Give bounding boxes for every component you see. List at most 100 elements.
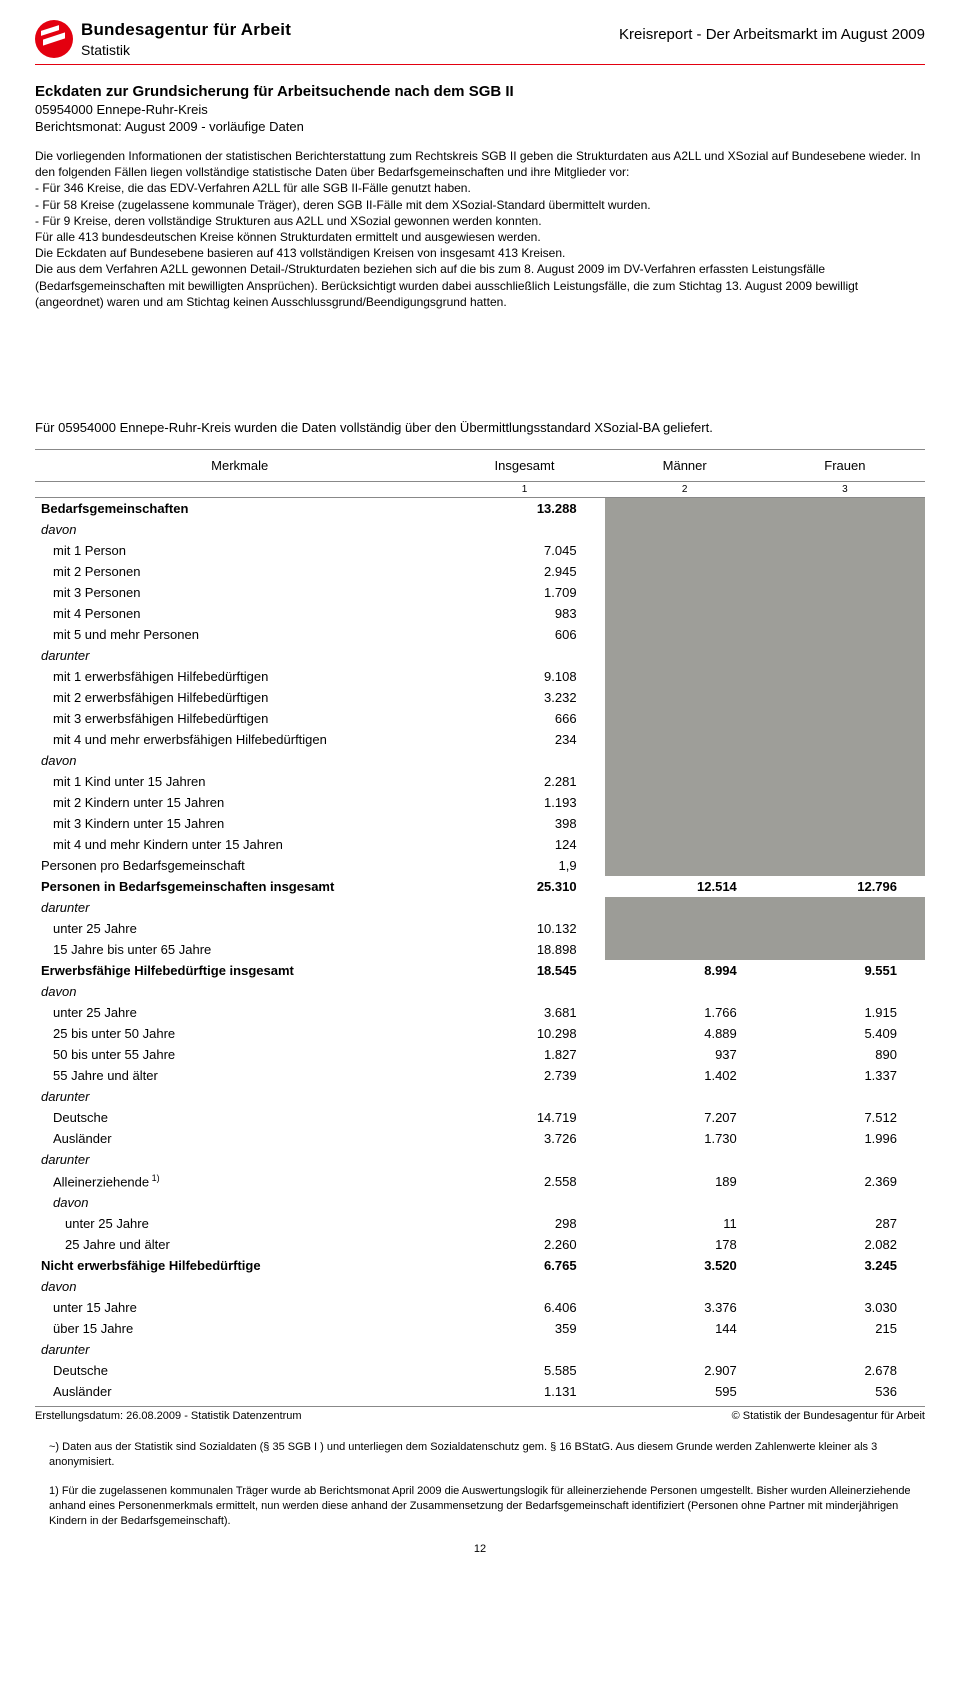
org-sub: Statistik [81,42,291,58]
report-title: Kreisreport - Der Arbeitsmarkt im August… [619,26,925,43]
val-frauen: 287 [765,1213,925,1234]
val-frauen: 1.915 [765,1002,925,1023]
row-label: unter 25 Jahre [35,918,444,939]
copyright: © Statistik der Bundesagentur für Arbeit [732,1410,925,1422]
val-frauen: 2.678 [765,1360,925,1381]
page-number: 12 [35,1542,925,1557]
th-insgesamt: Insgesamt [444,449,604,481]
val-insgesamt: 2.739 [444,1065,604,1086]
row-label: über 15 Jahre [35,1318,444,1339]
val-maenner [605,497,765,519]
val-maenner: 4.889 [605,1023,765,1044]
table-row: mit 2 Personen2.945 [35,561,925,582]
table-row: Ausländer3.7261.7301.996 [35,1128,925,1149]
val-insgesamt: 2.260 [444,1234,604,1255]
val-maenner [605,897,765,918]
table-row: darunter [35,1339,925,1360]
val-insgesamt [444,750,604,771]
row-label: Ausländer [35,1381,444,1402]
row-label: mit 2 Kindern unter 15 Jahren [35,792,444,813]
val-frauen [765,645,925,666]
val-frauen [765,561,925,582]
row-label: davon [35,981,444,1002]
row-label: Erwerbsfähige Hilfebedürftige insgesamt [35,960,444,981]
row-label: Deutsche [35,1107,444,1128]
val-insgesamt [444,1192,604,1213]
th-maenner: Männer [605,449,765,481]
table-row: unter 15 Jahre6.4063.3763.030 [35,1297,925,1318]
val-maenner [605,582,765,603]
row-label: Nicht erwerbsfähige Hilfebedürftige [35,1255,444,1276]
val-insgesamt: 1.709 [444,582,604,603]
val-frauen: 7.512 [765,1107,925,1128]
val-frauen: 215 [765,1318,925,1339]
table-row: über 15 Jahre359144215 [35,1318,925,1339]
val-maenner: 595 [605,1381,765,1402]
val-maenner [605,771,765,792]
section-month: Berichtsmonat: August 2009 - vorläufige … [35,119,925,134]
row-label: Alleinerziehende 1) [35,1170,444,1192]
val-frauen [765,813,925,834]
val-maenner [605,540,765,561]
val-insgesamt: 666 [444,708,604,729]
val-frauen [765,497,925,519]
val-maenner: 189 [605,1170,765,1192]
val-frauen: 2.082 [765,1234,925,1255]
val-maenner [605,519,765,540]
val-insgesamt: 398 [444,813,604,834]
val-maenner: 144 [605,1318,765,1339]
val-insgesamt: 2.281 [444,771,604,792]
row-label: mit 3 erwerbsfähigen Hilfebedürftigen [35,708,444,729]
val-maenner [605,918,765,939]
row-label: davon [35,519,444,540]
row-label: darunter [35,645,444,666]
row-label: unter 25 Jahre [35,1002,444,1023]
colnum-2: 2 [605,481,765,497]
val-frauen [765,582,925,603]
val-maenner [605,561,765,582]
val-frauen [765,1192,925,1213]
val-maenner: 12.514 [605,876,765,897]
table-row: unter 25 Jahre29811287 [35,1213,925,1234]
table-row: Nicht erwerbsfähige Hilfebedürftige6.765… [35,1255,925,1276]
val-maenner: 2.907 [605,1360,765,1381]
table-row: 25 bis unter 50 Jahre10.2984.8895.409 [35,1023,925,1044]
table-row: unter 25 Jahre3.6811.7661.915 [35,1002,925,1023]
val-insgesamt: 10.132 [444,918,604,939]
row-label: darunter [35,1086,444,1107]
val-insgesamt: 1.827 [444,1044,604,1065]
val-frauen [765,729,925,750]
val-frauen: 3.245 [765,1255,925,1276]
val-maenner: 7.207 [605,1107,765,1128]
row-label: mit 3 Personen [35,582,444,603]
table-row: davon [35,519,925,540]
footnote-anon: ~) Daten aus der Statistik sind Sozialda… [35,1440,925,1470]
val-maenner [605,834,765,855]
val-frauen [765,939,925,960]
val-insgesamt: 13.288 [444,497,604,519]
intro-text: Die vorliegenden Informationen der stati… [35,148,925,310]
val-insgesamt: 298 [444,1213,604,1234]
table-row: davon [35,981,925,1002]
val-insgesamt [444,897,604,918]
table-row: Bedarfsgemeinschaften13.288 [35,497,925,519]
table-row: mit 3 Kindern unter 15 Jahren398 [35,813,925,834]
table-row: Deutsche14.7197.2077.512 [35,1107,925,1128]
table-row: Deutsche5.5852.9072.678 [35,1360,925,1381]
val-insgesamt: 25.310 [444,876,604,897]
table-row: Personen in Bedarfsgemeinschaften insges… [35,876,925,897]
row-label: davon [35,750,444,771]
val-insgesamt: 14.719 [444,1107,604,1128]
table-row: Alleinerziehende 1)2.5581892.369 [35,1170,925,1192]
intro-li3: - Für 9 Kreise, deren vollständige Struk… [35,213,925,229]
val-insgesamt: 359 [444,1318,604,1339]
val-insgesamt [444,1339,604,1360]
row-label: darunter [35,1149,444,1170]
val-insgesamt [444,1276,604,1297]
val-insgesamt: 7.045 [444,540,604,561]
val-maenner: 1.402 [605,1065,765,1086]
val-frauen: 1.996 [765,1128,925,1149]
row-label: mit 4 und mehr Kindern unter 15 Jahren [35,834,444,855]
table-row: mit 2 erwerbsfähigen Hilfebedürftigen3.2… [35,687,925,708]
val-insgesamt: 6.765 [444,1255,604,1276]
